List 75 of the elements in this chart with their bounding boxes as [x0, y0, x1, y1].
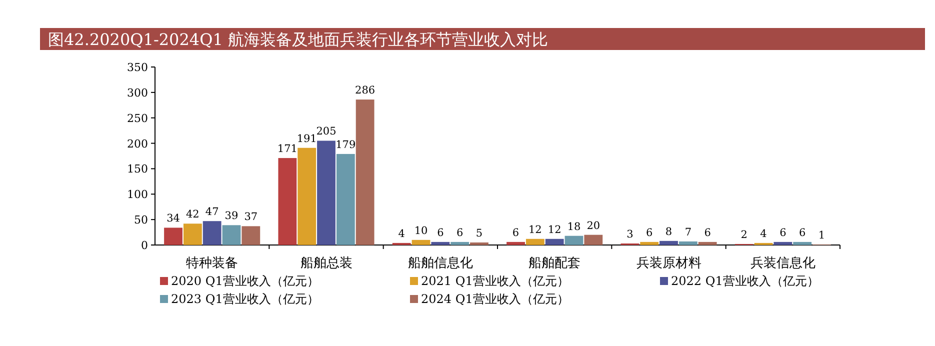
data-label: 171: [277, 143, 298, 156]
data-label: 6: [704, 226, 712, 239]
data-label: 6: [646, 226, 653, 239]
bar: [678, 241, 698, 245]
bar: [640, 242, 659, 245]
data-label: 18: [567, 220, 581, 233]
data-label: 4: [398, 228, 406, 240]
legend-label: 2020 Q1营业收入（亿元）: [171, 274, 319, 288]
data-label: 6: [437, 226, 444, 239]
bar: [356, 100, 374, 245]
data-label: 1: [818, 229, 826, 242]
bar: [450, 242, 470, 245]
bar: [526, 238, 544, 245]
y-tick-label: 50: [134, 214, 148, 227]
x-tick-label: 特种装备: [186, 256, 238, 271]
x-tick-label: 兵装原材料: [636, 256, 702, 271]
legend-label: 2024 Q1营业收入（亿元）: [421, 292, 569, 306]
data-label: 205: [316, 126, 336, 138]
bar: [222, 225, 241, 245]
bar: [793, 242, 812, 245]
chart-title: 图42.2020Q1-2024Q1 航海装备及地面兵装行业各环节营业收入对比: [48, 30, 548, 49]
x-tick-label: 兵装信息化: [750, 256, 816, 271]
bar: [183, 224, 202, 245]
bar: [470, 242, 488, 245]
data-label: 6: [798, 226, 806, 239]
data-label: 47: [205, 206, 219, 218]
data-label: 2: [740, 228, 748, 241]
y-tick-label: 200: [127, 137, 148, 150]
x-tick-label: 船舶总装: [300, 256, 352, 271]
data-label: 20: [586, 220, 600, 232]
data-label: 12: [548, 224, 562, 236]
bar: [545, 238, 564, 245]
legend-label: 2022 Q1营业收入（亿元）: [671, 274, 819, 288]
bar: [660, 240, 678, 245]
y-tick-label: 350: [127, 61, 148, 74]
data-label: 179: [336, 138, 356, 151]
data-label: 7: [684, 226, 692, 238]
legend-label: 2021 Q1营业收入（亿元）: [421, 274, 569, 288]
bar: [336, 154, 355, 245]
data-label: 6: [512, 226, 520, 239]
bar: [431, 242, 450, 245]
data-label: 286: [355, 84, 376, 97]
bar: [202, 221, 222, 245]
x-tick-label: 船舶信息化: [408, 256, 473, 271]
data-label: 191: [296, 132, 317, 145]
bar: [278, 158, 297, 245]
data-label: 6: [456, 226, 464, 239]
data-label: 8: [665, 226, 672, 238]
data-label: 39: [224, 210, 238, 222]
data-label: 37: [244, 211, 258, 224]
bar: [242, 226, 260, 245]
y-tick-label: 100: [127, 188, 148, 202]
data-label: 10: [414, 224, 428, 237]
data-label: 4: [760, 228, 768, 240]
bar: [412, 240, 430, 245]
data-label: 6: [780, 226, 787, 239]
y-tick-label: 300: [127, 86, 148, 100]
bar: [506, 242, 525, 245]
bar: [584, 234, 603, 245]
bar: [317, 140, 336, 245]
x-tick-label: 船舶配套: [528, 256, 581, 271]
data-label: 5: [476, 227, 483, 240]
bar: [298, 148, 316, 245]
legend-label: 2023 Q1营业收入（亿元）: [171, 292, 319, 306]
y-tick-label: 150: [127, 162, 148, 176]
y-tick-label: 250: [127, 112, 148, 125]
data-label: 12: [528, 224, 542, 236]
data-label: 34: [166, 212, 180, 225]
data-label: 42: [186, 208, 200, 221]
bar: [774, 242, 792, 245]
bar: [564, 236, 584, 245]
bar: [698, 242, 717, 245]
y-tick-label: 0: [141, 239, 148, 252]
data-label: 3: [626, 228, 634, 240]
bar: [164, 228, 182, 245]
